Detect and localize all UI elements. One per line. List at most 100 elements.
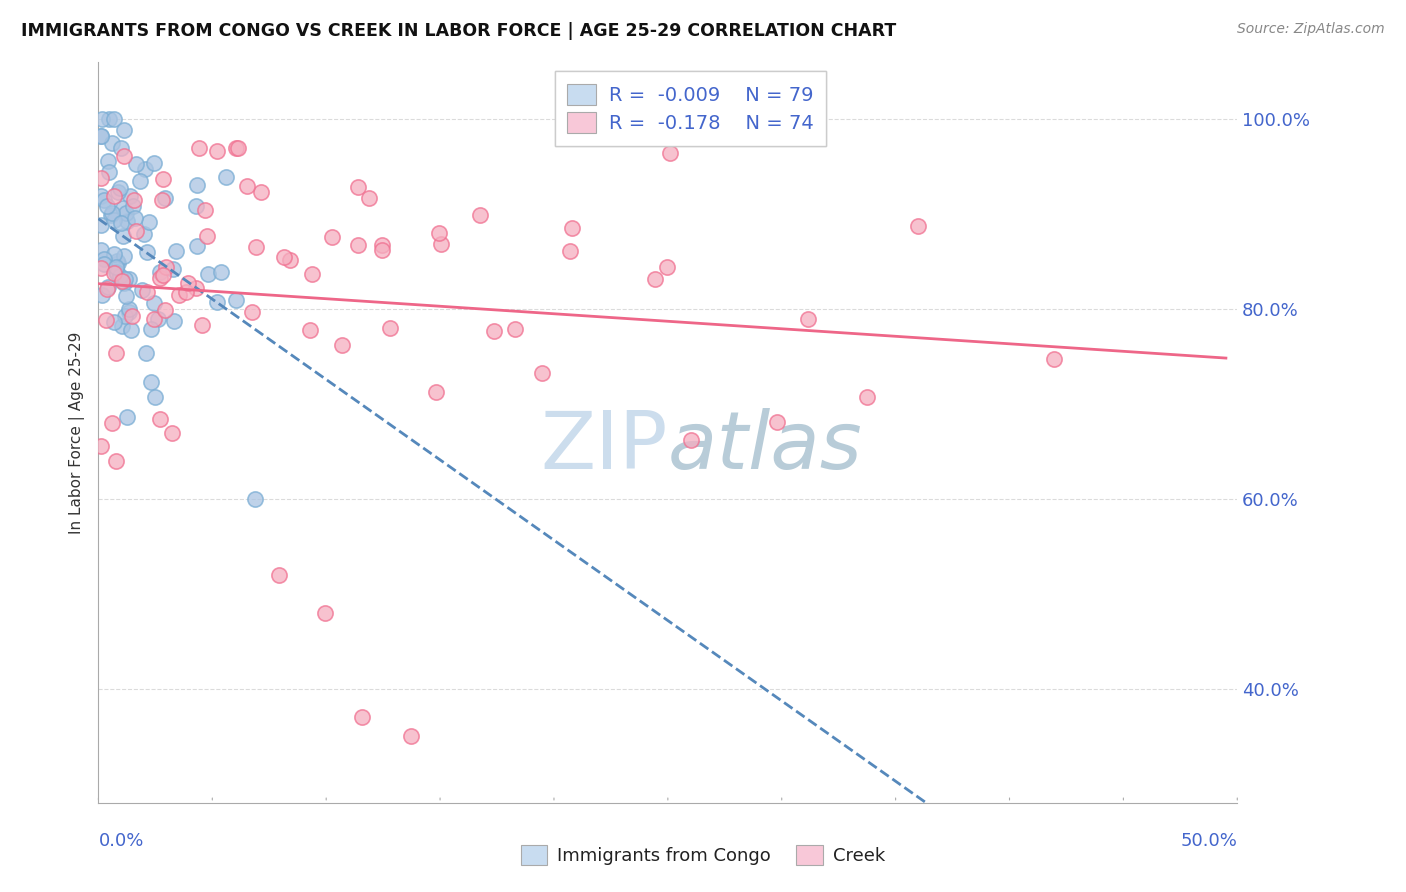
Point bbox=[131, 283, 153, 297]
Point bbox=[298, 323, 321, 337]
Point bbox=[107, 256, 129, 270]
Point bbox=[197, 268, 219, 282]
Point bbox=[658, 145, 681, 160]
Point bbox=[120, 189, 142, 203]
Point bbox=[184, 280, 207, 294]
Point bbox=[330, 338, 353, 352]
Point bbox=[165, 244, 187, 259]
Point bbox=[93, 194, 115, 208]
Text: 0.0%: 0.0% bbox=[98, 832, 143, 850]
Point bbox=[245, 240, 267, 254]
Point bbox=[110, 141, 132, 155]
Point bbox=[184, 199, 207, 213]
Point bbox=[121, 309, 143, 323]
Point bbox=[371, 238, 394, 252]
Point bbox=[657, 260, 679, 274]
Point bbox=[225, 141, 247, 155]
Point bbox=[139, 375, 162, 389]
Point bbox=[194, 202, 217, 217]
Point bbox=[98, 112, 121, 127]
Point bbox=[114, 289, 136, 303]
Point bbox=[114, 272, 136, 286]
Point bbox=[112, 276, 135, 290]
Point bbox=[347, 180, 370, 194]
Point bbox=[149, 271, 172, 285]
Point bbox=[93, 257, 115, 271]
Point bbox=[195, 228, 218, 243]
Point bbox=[427, 226, 450, 240]
Point bbox=[149, 412, 172, 426]
Point bbox=[100, 206, 122, 220]
Point bbox=[98, 165, 121, 179]
Point bbox=[1043, 351, 1066, 366]
Point bbox=[209, 265, 232, 279]
Point bbox=[681, 434, 703, 448]
Point bbox=[150, 193, 173, 207]
Point bbox=[143, 390, 166, 404]
Point bbox=[107, 185, 129, 199]
Point bbox=[177, 276, 200, 290]
Point bbox=[105, 346, 128, 360]
Point bbox=[90, 129, 112, 144]
Point bbox=[378, 321, 401, 335]
Point bbox=[90, 218, 112, 232]
Point bbox=[314, 606, 336, 620]
Point bbox=[153, 191, 176, 205]
Point bbox=[174, 285, 197, 299]
Point bbox=[122, 194, 145, 208]
Point bbox=[249, 185, 271, 199]
Point bbox=[530, 366, 553, 380]
Point bbox=[155, 260, 177, 275]
Point bbox=[215, 169, 238, 184]
Point bbox=[90, 261, 112, 276]
Point bbox=[103, 212, 125, 227]
Point bbox=[120, 323, 142, 337]
Point bbox=[359, 190, 381, 204]
Point bbox=[136, 245, 159, 260]
Point bbox=[425, 385, 447, 400]
Point bbox=[103, 315, 125, 329]
Point bbox=[134, 161, 156, 176]
Point bbox=[240, 304, 263, 318]
Point bbox=[138, 215, 160, 229]
Point bbox=[505, 322, 527, 336]
Point bbox=[118, 272, 141, 286]
Point bbox=[468, 208, 491, 222]
Point bbox=[186, 178, 208, 193]
Point bbox=[191, 318, 214, 333]
Point bbox=[269, 568, 291, 582]
Point bbox=[97, 280, 120, 294]
Point bbox=[103, 266, 125, 280]
Point bbox=[115, 214, 138, 228]
Point bbox=[90, 170, 112, 185]
Point bbox=[112, 201, 135, 215]
Point bbox=[558, 244, 581, 259]
Point bbox=[352, 710, 374, 724]
Point bbox=[153, 302, 176, 317]
Point bbox=[111, 318, 134, 333]
Point bbox=[142, 155, 165, 169]
Point bbox=[162, 426, 184, 441]
Point bbox=[112, 249, 135, 263]
Point bbox=[90, 288, 112, 302]
Point bbox=[765, 415, 787, 429]
Point bbox=[114, 310, 136, 324]
Point bbox=[644, 272, 666, 286]
Point bbox=[105, 266, 128, 280]
Point bbox=[103, 246, 125, 260]
Point bbox=[96, 199, 118, 213]
Point bbox=[321, 230, 343, 244]
Point bbox=[484, 324, 506, 338]
Point bbox=[96, 282, 118, 296]
Point bbox=[186, 239, 208, 253]
Point bbox=[243, 491, 266, 506]
Point bbox=[118, 304, 141, 318]
Point bbox=[149, 265, 172, 279]
Point bbox=[101, 416, 124, 430]
Point bbox=[118, 301, 141, 316]
Point bbox=[115, 206, 138, 220]
Point bbox=[132, 227, 155, 241]
Point bbox=[162, 261, 184, 276]
Point bbox=[105, 254, 128, 268]
Point bbox=[399, 730, 422, 744]
